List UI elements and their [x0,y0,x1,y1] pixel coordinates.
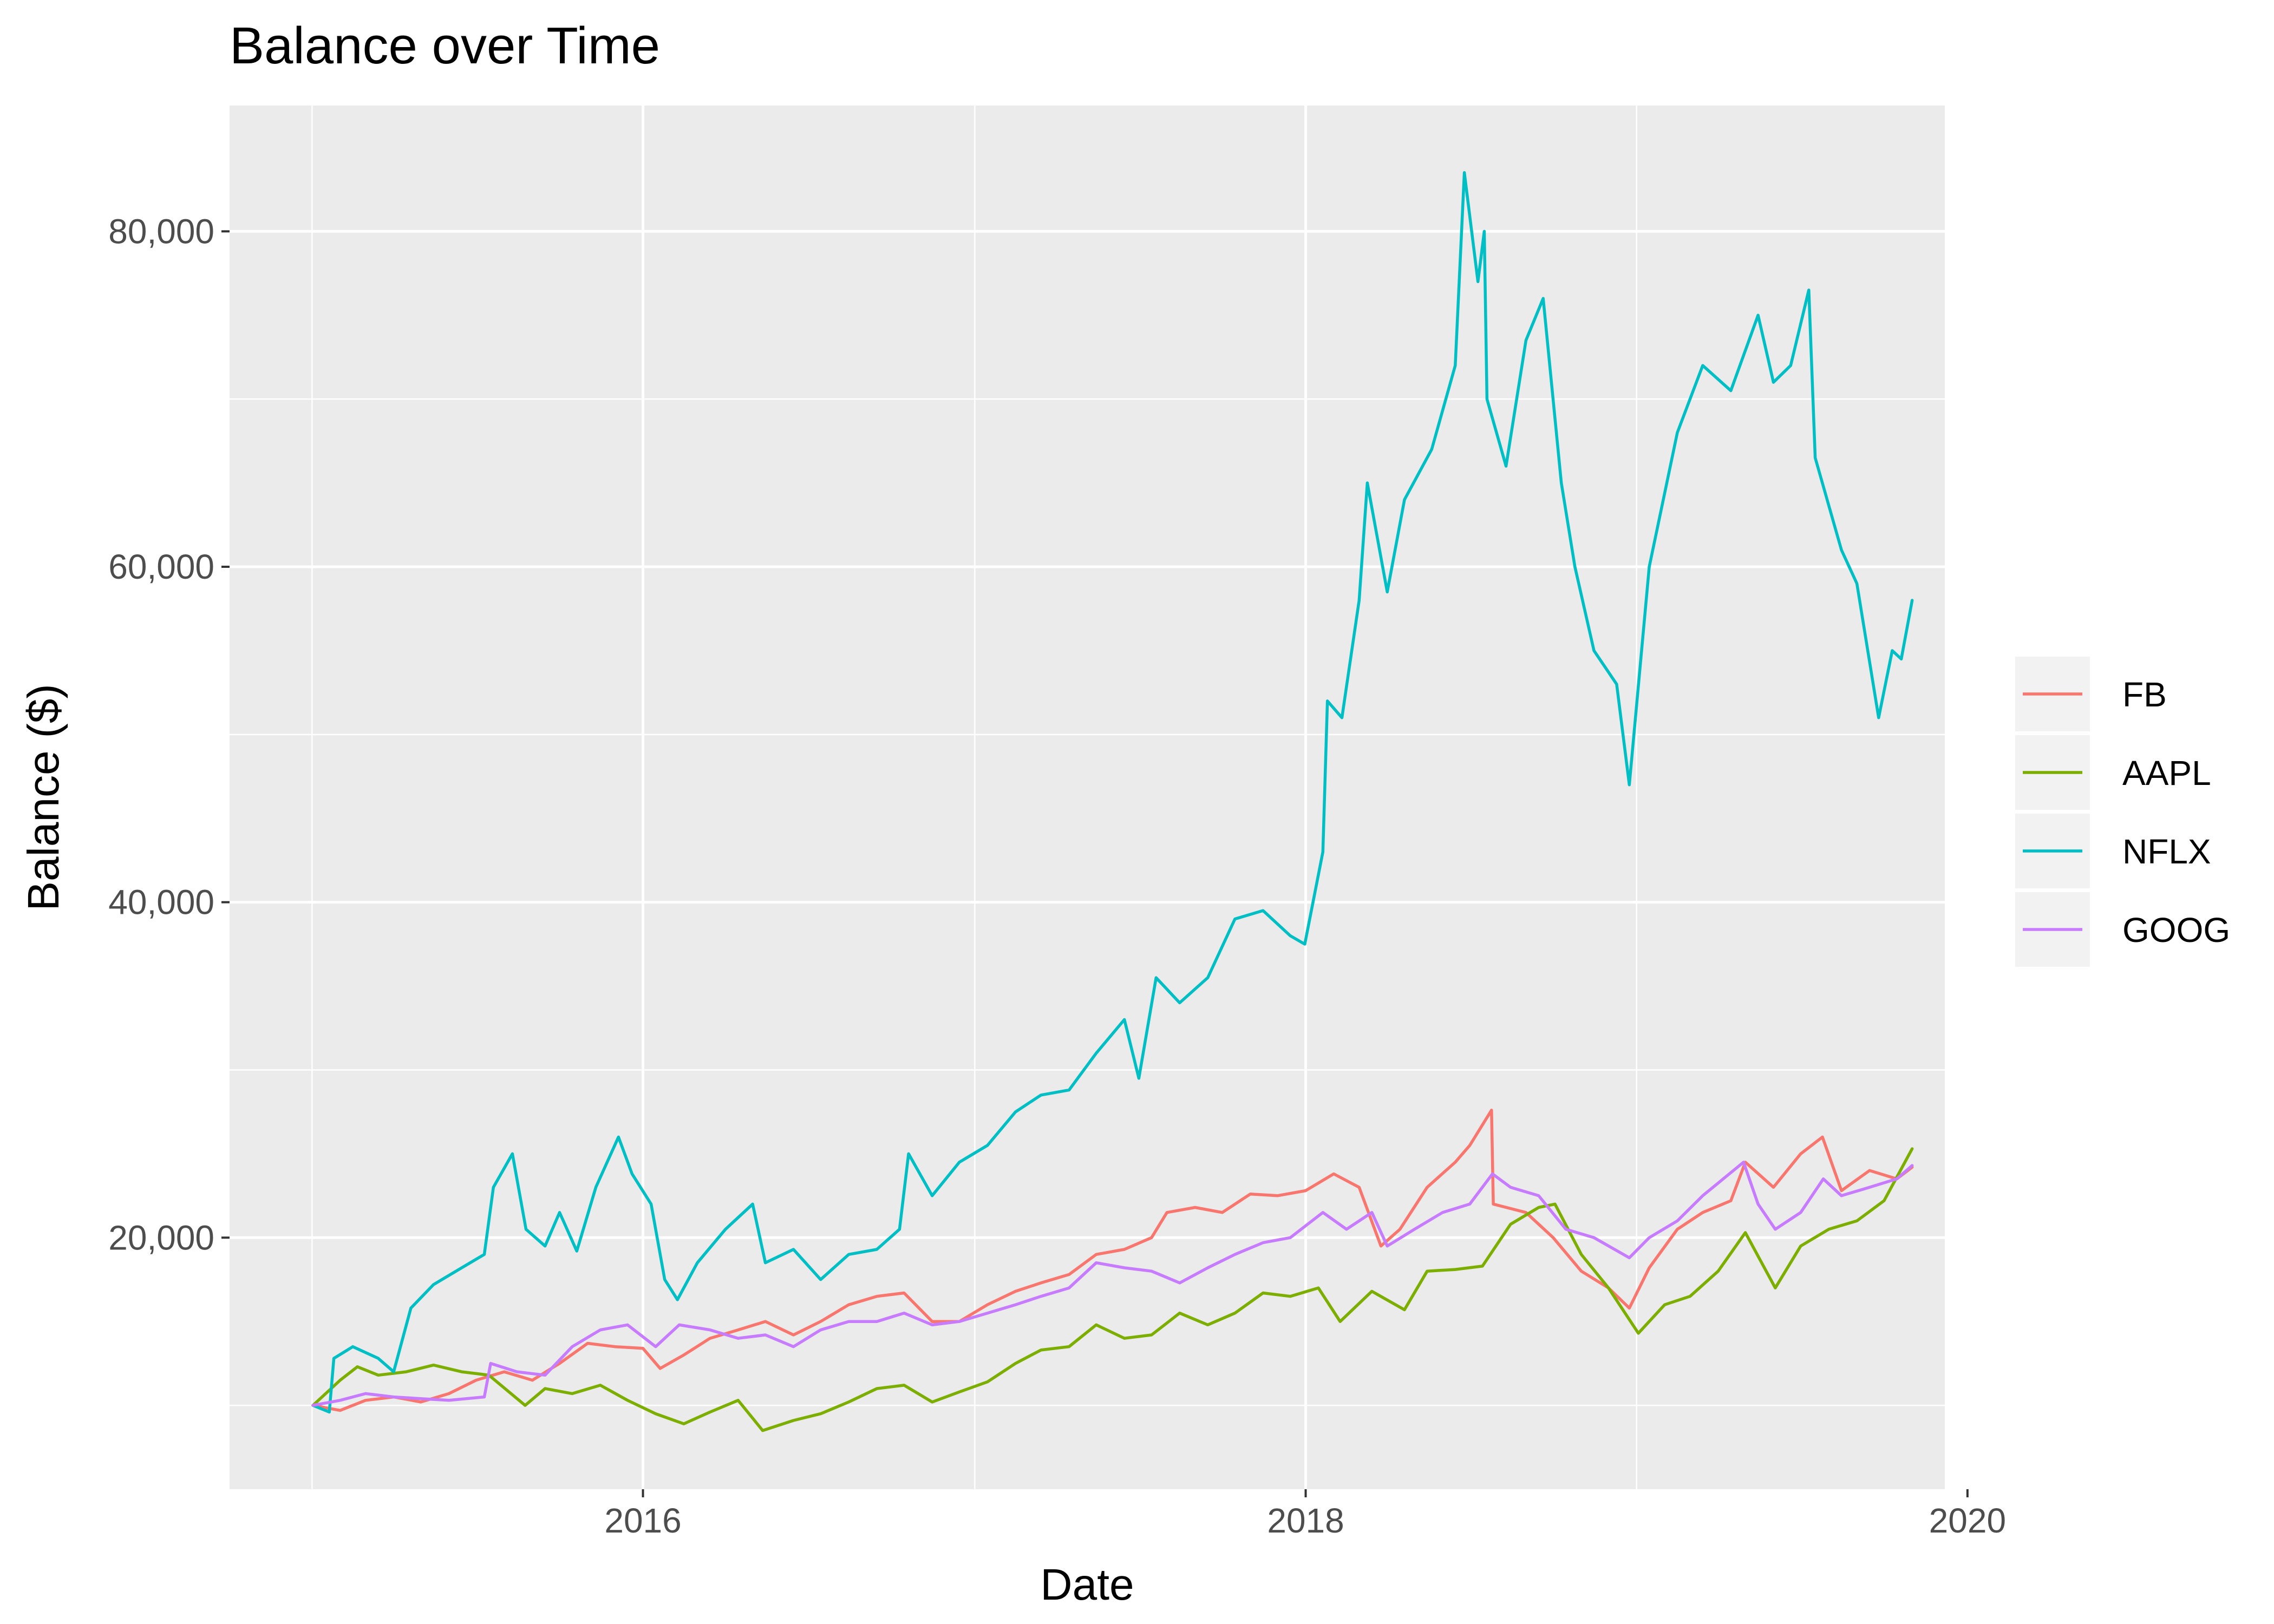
x-axis-title: Date [1040,1560,1134,1609]
series-line-nflx [311,171,1914,1414]
x-tick-label: 2016 [604,1501,681,1540]
series-lines [311,171,1914,1432]
x-tick-label: 2018 [1267,1501,1344,1540]
legend-label-fb: FB [2122,675,2167,714]
series-line-aapl [311,1147,1914,1432]
chart-title: Balance over Time [230,17,660,75]
y-tick-label: 20,000 [108,1218,214,1257]
y-axis-title: Balance ($) [19,684,68,911]
legend-label-goog: GOOG [2122,911,2230,949]
legend-label-aapl: AAPL [2122,754,2211,793]
x-axis: 2016 2018 2020 [604,1489,2006,1540]
y-tick-label: 40,000 [108,883,214,922]
series-line-fb [311,1109,1914,1412]
y-tick-label: 60,000 [108,547,214,586]
plot-panel [230,106,1945,1489]
legend: FB AAPL NFLX GOOG [2015,657,2230,967]
series-line-goog [311,1161,1914,1407]
y-tick-label: 80,000 [108,212,214,251]
minor-gridlines [230,106,1945,1489]
legend-label-nflx: NFLX [2122,832,2211,871]
y-axis: 20,000 40,000 60,000 80,000 [108,212,230,1257]
major-gridlines [230,106,1969,1489]
x-tick-label: 2020 [1929,1501,2006,1540]
